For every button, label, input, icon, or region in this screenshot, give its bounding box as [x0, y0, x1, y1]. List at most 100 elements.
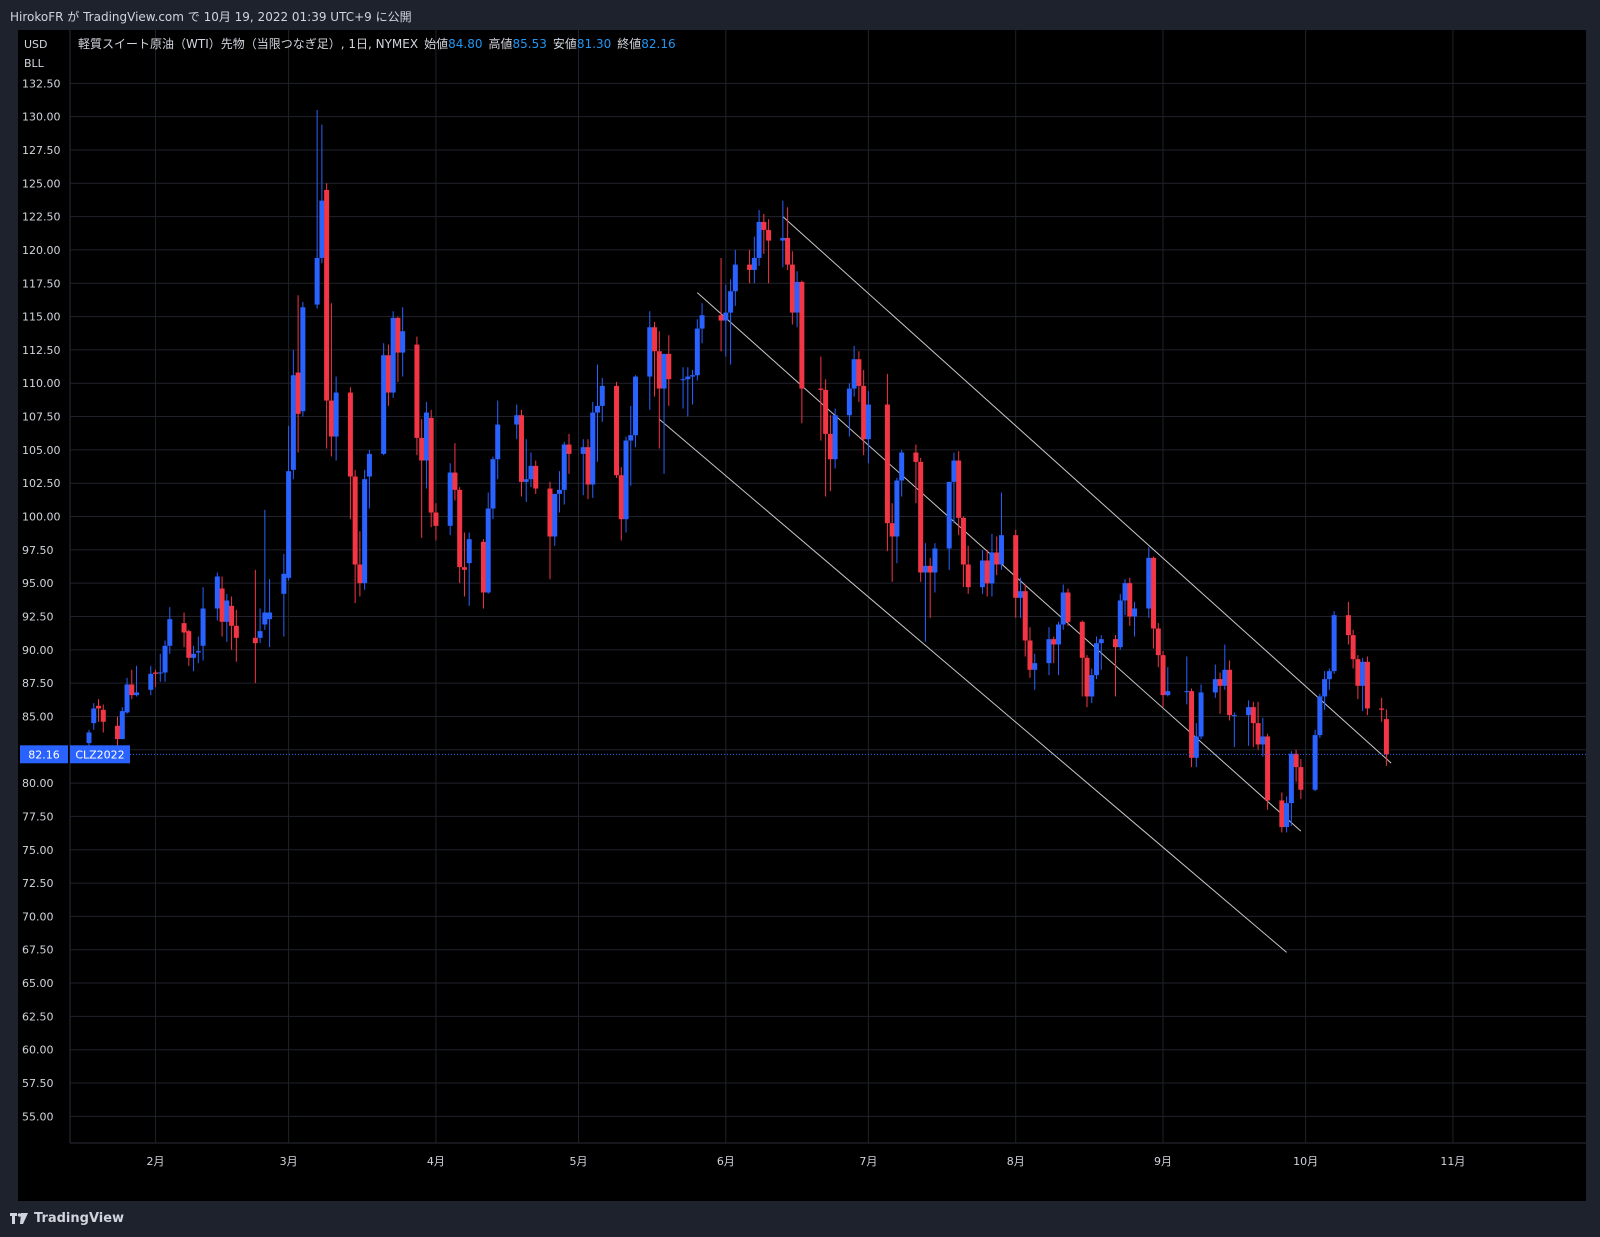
candle-body [1060, 592, 1066, 625]
candle-body [728, 291, 734, 313]
legend-line: 軽質スイート原油（WTI）先物（当限つなぎ足）, 1日, NYMEX 始値84.8… [78, 36, 676, 51]
candle-body [1345, 615, 1351, 636]
candle-body [614, 385, 620, 476]
candle-body [1146, 557, 1152, 609]
candle [1317, 693, 1323, 738]
candle [1089, 668, 1095, 704]
candle [1193, 723, 1199, 768]
publish-info: HirokoFR が TradingView.com で 10月 19, 202… [10, 10, 412, 24]
candle-body [1051, 639, 1057, 645]
legend-open: 84.80 [448, 37, 482, 51]
candle-body [290, 375, 296, 470]
candle [728, 279, 734, 365]
candle [1298, 759, 1304, 800]
candle-body [932, 548, 938, 573]
candle-body [295, 372, 301, 414]
candle-body [91, 708, 97, 724]
y-tick-label: 65.00 [22, 977, 54, 990]
candles[interactable] [86, 109, 1389, 833]
candle-body [1217, 679, 1223, 686]
candle [614, 381, 620, 478]
candle [861, 369, 867, 456]
last-price-value-bg [20, 745, 68, 764]
candle-body [328, 400, 334, 437]
candle [1132, 601, 1138, 637]
candle-body [747, 264, 753, 270]
candle [851, 345, 857, 397]
candle-body [119, 711, 125, 740]
y-tick-label: 112.50 [22, 344, 61, 357]
candle [1155, 623, 1161, 668]
candle [1160, 651, 1166, 708]
candle [153, 669, 159, 688]
candle [119, 707, 125, 740]
y-tick-label: 55.00 [22, 1110, 54, 1123]
candle [1113, 635, 1119, 697]
price-axis[interactable]: USD BLL 55.00 57.50 60.00 62.50 65.00 67.50 70… [22, 38, 61, 1123]
candle-body [1098, 639, 1104, 644]
y-tick-label: 115.00 [22, 311, 61, 324]
candle-body [1350, 635, 1356, 660]
x-tick-label: 11月 [1440, 1155, 1465, 1168]
candle-body [1212, 679, 1218, 693]
legend-low-label: 安値 [553, 36, 577, 51]
chart-area[interactable]: USD BLL 55.00 57.50 60.00 62.50 65.00 67.50 70… [18, 30, 1586, 1201]
candle-body [690, 375, 696, 377]
candle-body [618, 475, 624, 520]
legend-open-label: 始値 [424, 36, 448, 51]
candle-body [1151, 557, 1157, 629]
candle-body [1084, 657, 1090, 697]
legend-high: 85.53 [512, 37, 546, 51]
candle [480, 539, 486, 609]
candle [1279, 792, 1285, 833]
candle-body [756, 221, 762, 258]
candle-body [766, 229, 772, 241]
tradingview-logo[interactable]: TradingView [10, 1211, 124, 1226]
candle [1022, 584, 1028, 657]
last-price-value: 82.16 [28, 748, 60, 761]
candle [1364, 656, 1370, 716]
candle [989, 533, 995, 597]
candle [134, 665, 140, 697]
candle [191, 645, 197, 672]
candle [347, 387, 353, 520]
y-tick-label: 122.50 [22, 211, 61, 224]
candle [395, 316, 401, 382]
candle-body [366, 453, 372, 477]
candle-body [1246, 707, 1252, 716]
candle [390, 311, 396, 398]
candle-body [1312, 735, 1318, 790]
candle [1312, 729, 1318, 792]
candle-body [1355, 659, 1361, 686]
candle-body [233, 625, 239, 638]
grid [69, 30, 1586, 1144]
candle-body [989, 552, 995, 584]
candle [286, 425, 292, 581]
candle-body [286, 471, 292, 578]
candle [428, 409, 434, 528]
time-axis[interactable]: 2月 3月 4月 5月 6月 7月 8月 9月 10月 11月 [147, 1155, 1466, 1168]
candle [400, 307, 406, 377]
candle [1084, 655, 1090, 708]
candle [1212, 664, 1218, 698]
candle [552, 493, 558, 546]
candle [766, 219, 772, 284]
candle [1046, 627, 1052, 676]
candle-body [1222, 669, 1228, 686]
candle [186, 629, 192, 666]
y-tick-label: 67.50 [22, 944, 54, 957]
candle [233, 609, 239, 662]
y-tick-label: 100.00 [22, 511, 61, 524]
candle-body [395, 317, 401, 353]
candle-body [153, 672, 159, 674]
candle [965, 545, 971, 594]
candle-body [1288, 753, 1294, 804]
candle-body [922, 565, 928, 573]
candle-body [518, 415, 524, 482]
candlestick-chart[interactable]: USD BLL 55.00 57.50 60.00 62.50 65.00 67.50 70… [18, 30, 1586, 1201]
candle-body [1065, 592, 1071, 622]
candle-body [1379, 708, 1385, 710]
candle-body [994, 552, 1000, 565]
last-price-marker: 82.16 CLZ2022 [20, 745, 1586, 764]
candle-body [1113, 639, 1119, 648]
